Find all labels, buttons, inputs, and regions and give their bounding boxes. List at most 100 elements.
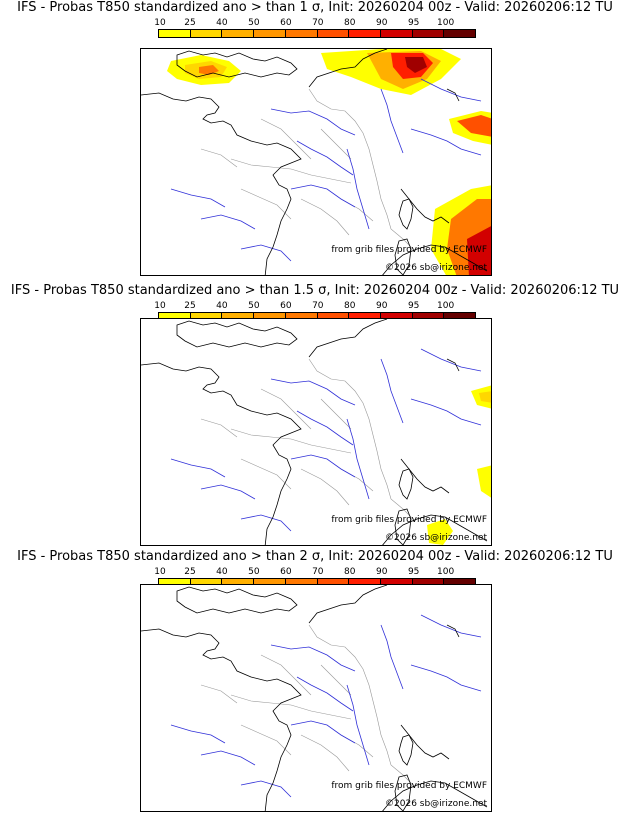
panel-3: IFS - Probas T850 standardized ano > tha…: [0, 549, 630, 819]
colorbar-swatch: [412, 30, 445, 37]
colorbar-label: 90: [375, 301, 388, 311]
colorbar-swatch: [412, 579, 445, 586]
colorbar-label: 50: [248, 567, 260, 577]
river-line: [420, 348, 482, 372]
admin-border: [308, 88, 392, 230]
coastline: [382, 780, 488, 811]
river-line: [170, 458, 226, 478]
coastline: [382, 244, 488, 275]
probability-area: [427, 519, 453, 545]
colorbar-swatch: [349, 579, 381, 586]
coastline: [141, 92, 302, 275]
colorbar-swatch: [317, 30, 350, 37]
probability-area: [199, 65, 219, 75]
colorbar-label: 100: [437, 18, 455, 28]
panel-title: IFS - Probas T850 standardized ano > tha…: [17, 549, 613, 564]
colorbar-label: 60: [280, 567, 292, 577]
colorbar-labels: 10 25 40 50 60 70 80 90 95 100: [154, 301, 476, 311]
colorbar-swatch: [444, 579, 476, 586]
coastline: [141, 362, 302, 545]
probability-map: from grib files provided by ECMWF ©2026 …: [140, 318, 492, 546]
river-line: [380, 88, 404, 154]
colorbar-labels: 10 25 40 50 60 70 80 90 95 100: [154, 567, 476, 577]
coastline: [308, 49, 388, 88]
coastline: [308, 319, 388, 358]
colorbar-label: 95: [407, 567, 420, 577]
colorbar-label: 80: [344, 18, 356, 28]
admin-border: [300, 734, 350, 772]
river-line: [170, 724, 226, 744]
river-line: [290, 184, 356, 208]
river-line: [290, 454, 356, 478]
admin-border: [300, 468, 350, 506]
colorbar-swatch: [444, 313, 476, 320]
copyright: ©2026 sb@irizone.net: [385, 799, 487, 809]
colorbar-label: 10: [154, 567, 166, 577]
admin-border: [200, 684, 238, 704]
river-line: [410, 128, 482, 156]
river-line: [200, 214, 256, 230]
map-canvas: [141, 319, 491, 545]
coastline: [141, 628, 302, 811]
admin-border: [340, 198, 374, 222]
admin-border: [340, 734, 374, 758]
coastline: [446, 624, 460, 638]
colorbar-label: 50: [248, 301, 260, 311]
colorbar-label: 95: [407, 18, 420, 28]
colorbar-swatch: [380, 313, 413, 320]
probability-area: [405, 57, 427, 73]
colorbar-label: 25: [184, 567, 196, 577]
colorbar-label: 90: [375, 18, 388, 28]
colorbar-label: 70: [312, 18, 324, 28]
colorbar-label: 80: [344, 301, 356, 311]
coastline: [446, 358, 460, 372]
panel-title: IFS - Probas T850 standardized ano > tha…: [10, 283, 620, 298]
colorbar-swatch: [254, 30, 286, 37]
admin-border: [240, 724, 292, 756]
probability-area: [479, 391, 491, 403]
source-credit: from grib files provided by ECMWF: [331, 245, 487, 255]
colorbar-swatch: [285, 579, 318, 586]
colorbar-labels: 10 25 40 50 60 70 80 90 95 100: [154, 18, 476, 28]
panel-2: IFS - Probas T850 standardized ano > tha…: [0, 283, 630, 553]
river-line: [346, 684, 370, 766]
panel-1: IFS - Probas T850 standardized ano > tha…: [0, 0, 630, 276]
admin-border: [300, 198, 350, 236]
coastline: [176, 50, 298, 78]
copyright: ©2026 sb@irizone.net: [385, 533, 487, 543]
river-line: [296, 140, 354, 176]
river-line: [170, 188, 226, 208]
coastline: [382, 514, 488, 545]
river-line: [410, 664, 482, 692]
colorbar-swatch: [349, 313, 381, 320]
source-credit: from grib files provided by ECMWF: [331, 781, 487, 791]
source-credit: from grib files provided by ECMWF: [331, 515, 487, 525]
colorbar-swatch: [380, 30, 413, 37]
corsica-coast: [398, 734, 414, 766]
river-line: [346, 148, 370, 230]
colorbar-swatch: [444, 30, 476, 37]
sardinia-coast: [394, 238, 412, 275]
admin-border: [200, 418, 238, 438]
colorbar-label: 70: [312, 301, 324, 311]
admin-border: [240, 188, 292, 220]
colorbar-bar: [158, 29, 476, 38]
colorbar-label: 60: [280, 301, 292, 311]
copyright: ©2026 sb@irizone.net: [385, 263, 487, 273]
colorbar-swatch: [254, 579, 286, 586]
admin-border: [320, 398, 352, 430]
coastline: [176, 586, 298, 614]
map-canvas: [141, 585, 488, 811]
colorbar-swatch: [349, 30, 381, 37]
admin-border: [260, 388, 312, 430]
colorbar-swatch: [285, 30, 318, 37]
probability-area: [457, 115, 491, 137]
colorbar-swatch: [222, 579, 255, 586]
colorbar-label: 40: [216, 18, 228, 28]
colorbar-swatch: [190, 579, 223, 586]
colorbar: 10 25 40 50 60 70 80 90 95 100: [154, 18, 476, 40]
map-canvas: [141, 49, 491, 275]
colorbar-swatch: [159, 30, 191, 37]
coastline: [176, 320, 298, 348]
admin-border: [340, 468, 374, 492]
